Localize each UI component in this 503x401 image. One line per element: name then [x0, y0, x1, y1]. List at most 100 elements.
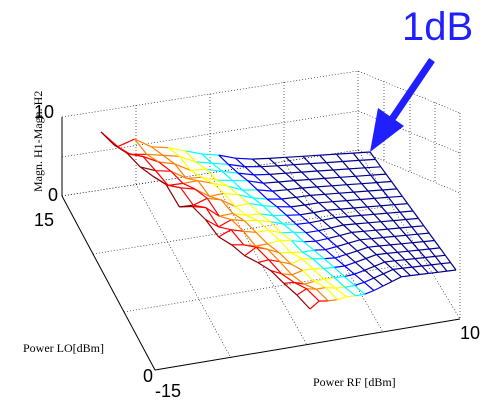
mesh-line-v [339, 235, 349, 244]
mesh-line-u [246, 213, 260, 216]
mesh-line-v [293, 164, 302, 173]
mesh-line-u [220, 199, 236, 207]
mesh-line-u [293, 163, 311, 166]
mesh-line-u [304, 202, 319, 206]
mesh-line-v [223, 192, 236, 207]
mesh-line-u [244, 246, 257, 257]
mesh-line-u [446, 269, 457, 272]
mesh-line-u [291, 269, 303, 276]
mesh-line-u [423, 239, 435, 243]
mesh-line-u [287, 187, 303, 191]
mesh-line-v [293, 231, 305, 243]
mesh-line-v [391, 181, 398, 190]
mesh-line-u [380, 220, 394, 223]
mesh-line-v [450, 262, 457, 271]
mesh-line-u [417, 232, 430, 235]
mesh-line-u [201, 153, 219, 156]
x-tick-left: -15 [155, 381, 181, 401]
mesh-line-v [315, 288, 329, 302]
mesh-line-v [268, 229, 281, 241]
mesh-line-v [331, 185, 340, 194]
mesh-line-u [315, 238, 328, 242]
mesh-line-u [302, 154, 320, 157]
mesh-line-u [431, 263, 442, 266]
mesh-line-u [339, 191, 354, 194]
mesh-line-v [243, 244, 257, 248]
mesh-line-v [363, 230, 372, 240]
mesh-line-v [312, 268, 325, 280]
mesh-line-v [308, 179, 318, 188]
mesh-line-v [344, 265, 355, 275]
mesh-line-v [295, 196, 306, 206]
mesh-line-u [293, 231, 307, 234]
mesh-line-u [146, 153, 164, 156]
mesh-line-u [205, 207, 220, 217]
mesh-line-u [170, 170, 187, 179]
mesh-line-u [374, 212, 388, 215]
mesh-line-u [290, 258, 303, 265]
mesh-line-u [339, 231, 352, 237]
mesh-line-v [399, 211, 407, 220]
mesh-line-u [364, 166, 381, 169]
mesh-line-v [158, 161, 172, 172]
mesh-line-u [354, 269, 365, 275]
mesh-line-u [255, 243, 268, 247]
mesh-line-v [220, 199, 234, 214]
mesh-line-v [365, 258, 375, 267]
mesh-line-v [231, 244, 246, 257]
mesh-line-u [328, 299, 338, 302]
mesh-line-u [205, 218, 219, 228]
mesh-line-u [440, 262, 451, 265]
mesh-line-v [412, 210, 419, 219]
mesh-line-v [211, 162, 223, 172]
mesh-line-v [267, 248, 281, 263]
mesh-line-u [212, 162, 229, 165]
mesh-line-u [291, 240, 304, 243]
mesh-line-v [237, 172, 249, 182]
mesh-line-v [255, 245, 268, 250]
mesh-line-u [310, 193, 325, 196]
mesh-line-v [257, 219, 269, 231]
mesh-line-v [117, 146, 131, 155]
mesh-line-u [248, 202, 264, 207]
mesh-line-u [180, 187, 196, 190]
mesh-line-v [186, 177, 199, 182]
mesh-line-u [283, 281, 295, 284]
mesh-line-u [158, 161, 175, 165]
mesh-line-u [332, 200, 347, 203]
y-tick-bottom: 0 [143, 366, 153, 386]
mesh-line-u [255, 229, 269, 233]
mesh-line-u [319, 153, 337, 156]
mesh-line-u [193, 197, 208, 206]
mesh-line-u [280, 231, 294, 234]
mesh-line-u [339, 175, 356, 178]
z-tick-bottom: 0 [48, 185, 58, 205]
mesh-line-v [382, 189, 389, 198]
mesh-line-v [262, 182, 273, 192]
mesh-line-v [290, 206, 301, 216]
mesh-line-v [180, 187, 194, 206]
y-tick-top: 15 [34, 210, 54, 230]
mesh-line-v [205, 219, 220, 238]
mesh-line-v [221, 170, 233, 181]
mesh-line-v [418, 249, 426, 258]
mesh-line-u [425, 255, 436, 259]
y-axis-label: Power LO[dBm] [23, 341, 104, 355]
mesh-line-u [394, 234, 407, 237]
mesh-line-v [308, 222, 319, 232]
mesh-line-v [293, 281, 307, 290]
mesh-line-v [367, 190, 375, 199]
mesh-line-u [374, 261, 385, 267]
mesh-line-v [423, 241, 430, 250]
mesh-line-u [268, 229, 282, 234]
mesh-line-v [194, 188, 208, 199]
mesh-line-v [167, 147, 180, 157]
mesh-line-v [345, 253, 356, 263]
mesh-line-v [407, 250, 416, 260]
mesh-line-u [368, 189, 383, 192]
mesh-line-u [391, 276, 402, 283]
mesh-line-v [334, 257, 346, 267]
mesh-line-v [428, 248, 436, 257]
mesh-line-v [303, 241, 315, 251]
mesh-line-u [414, 256, 426, 260]
